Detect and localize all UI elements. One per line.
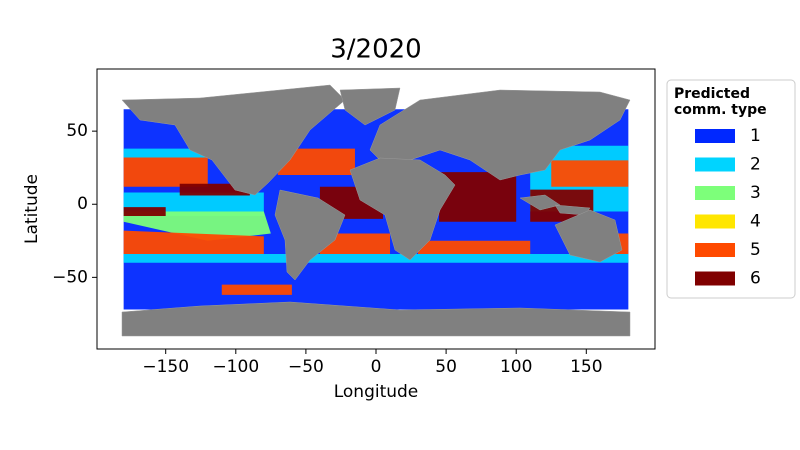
x-axis-label: Longitude [334, 382, 419, 402]
legend-label: 3 [750, 183, 761, 203]
region [123, 207, 166, 216]
legend-label: 1 [750, 126, 761, 146]
land-greenland [339, 87, 401, 126]
legend-swatch [695, 243, 735, 257]
land-australia [554, 209, 623, 263]
x-tick-label: 100 [500, 357, 532, 377]
legend-label: 6 [750, 269, 761, 289]
legend-swatch [695, 214, 735, 229]
land-south-america [274, 189, 346, 281]
region [551, 160, 629, 187]
x-tick-label: 150 [570, 357, 602, 377]
x-tick-label: 0 [371, 357, 382, 377]
land [121, 84, 631, 337]
region [123, 253, 629, 263]
x-tick-label: −100 [212, 357, 259, 377]
legend-swatch [695, 157, 735, 172]
region [123, 230, 264, 254]
region [123, 211, 271, 241]
x-tick-label: −150 [142, 357, 189, 377]
land-north-america [121, 84, 346, 196]
land-africa [349, 157, 456, 261]
region [319, 233, 391, 254]
y-tick-label: 50 [66, 121, 88, 141]
legend-swatch [695, 186, 735, 200]
x-tick-label: −50 [288, 357, 324, 377]
legend-label: 4 [750, 212, 761, 232]
land-eurasia [369, 89, 631, 181]
region [277, 148, 355, 176]
x-tick-label: 50 [435, 357, 457, 377]
chart-title: 3/2020 [330, 35, 421, 65]
region [221, 284, 292, 295]
land-antarctica [121, 301, 631, 337]
y-axis-label: Latitude [22, 174, 42, 244]
legend-title: comm. type [674, 102, 767, 118]
region [418, 240, 531, 254]
region [123, 148, 208, 158]
region [439, 172, 517, 222]
y-tick-label: −50 [52, 267, 88, 287]
legend-label: 5 [750, 240, 761, 260]
legend-label: 2 [750, 155, 761, 175]
legend-title: Predicted [674, 86, 750, 102]
region [123, 157, 208, 187]
y-tick-label: 0 [77, 194, 88, 214]
legend-swatch [695, 271, 735, 286]
legend-swatch [695, 129, 735, 143]
